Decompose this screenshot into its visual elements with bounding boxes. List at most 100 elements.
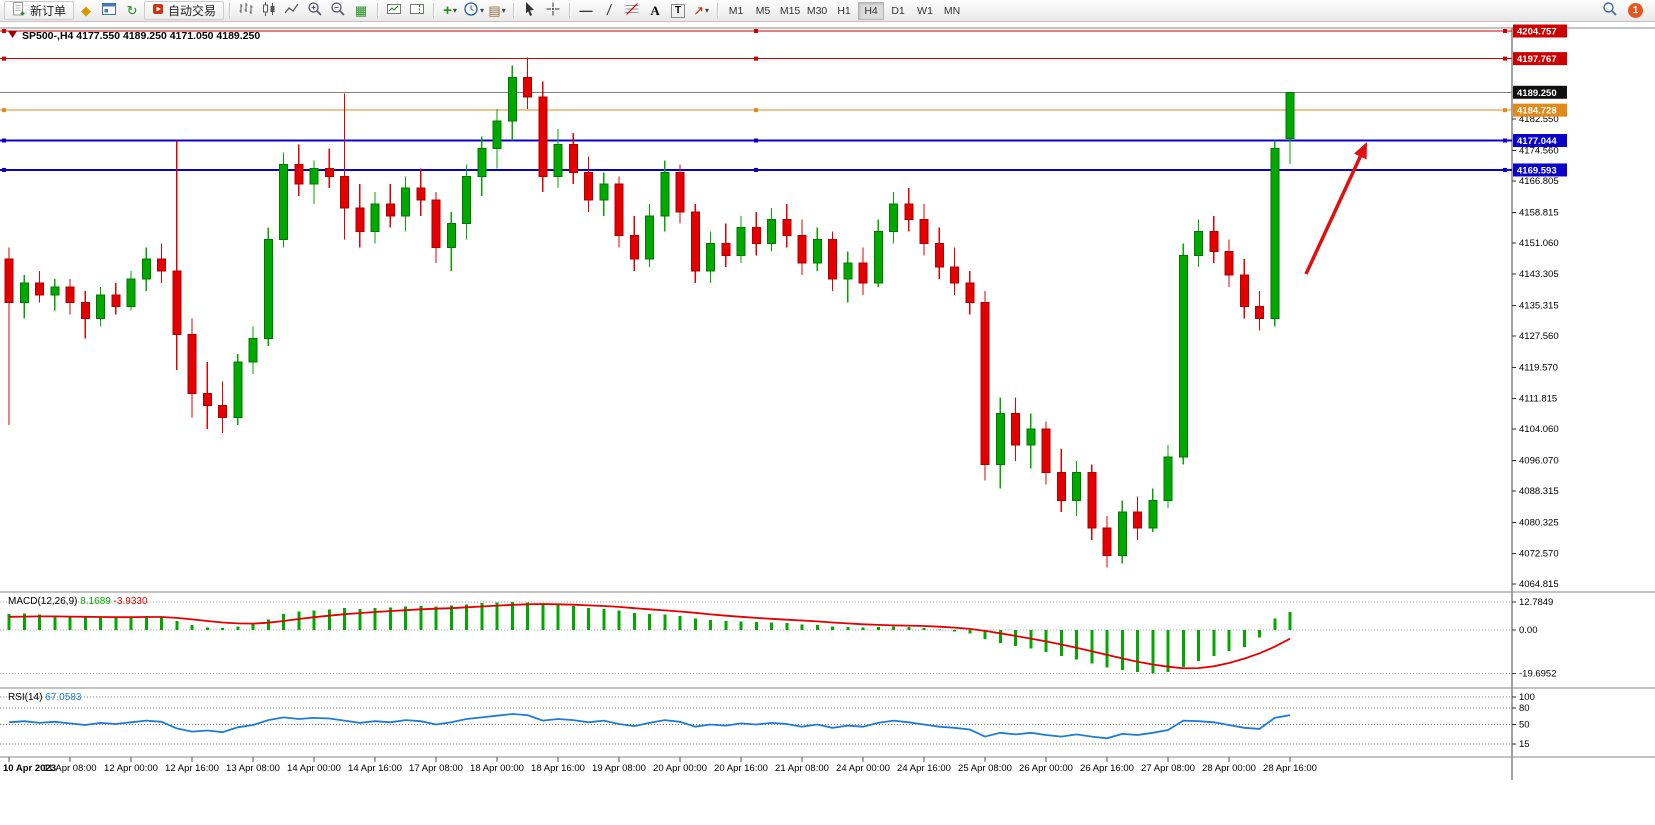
hline-handle[interactable] (2, 138, 6, 143)
hline-handle[interactable] (1503, 29, 1507, 33)
candles-chart-button[interactable] (258, 1, 280, 21)
line-chart-button[interactable] (281, 1, 303, 21)
timeframe-d1-button[interactable]: D1 (885, 2, 911, 20)
timeframe-h4-button[interactable]: H4 (858, 1, 885, 20)
candle-body-up (1285, 91, 1295, 140)
candle-body-down (1133, 511, 1142, 529)
text-tool-icon: A (650, 2, 660, 18)
hline-handle[interactable] (754, 56, 758, 61)
timeframe-m15-button[interactable]: M15 (777, 2, 803, 20)
candle-body-up (812, 238, 822, 264)
bars-chart-button[interactable] (235, 1, 257, 21)
timeframe-mn-button[interactable]: MN (939, 2, 965, 20)
templates-button[interactable]: ▤ ▾ (486, 1, 508, 21)
zoom-out-icon (330, 1, 346, 20)
zoom-out-button[interactable] (327, 1, 349, 21)
chart-shift-button[interactable] (406, 1, 428, 21)
candle-body-down (721, 242, 731, 256)
trendline-icon: / (605, 2, 613, 19)
market-watch-button[interactable] (98, 1, 120, 21)
shapes-button[interactable]: ↗ ▾ (690, 1, 712, 21)
hline-handle[interactable] (2, 56, 6, 61)
time-axis-label: 12 Apr 16:00 (165, 763, 219, 774)
add-indicator-button[interactable]: + ▾ (439, 1, 461, 21)
candle-body-up (507, 76, 517, 122)
separator (513, 2, 515, 19)
text-tool-button[interactable]: A (644, 1, 666, 21)
autotrading-button[interactable]: 自动交易 (144, 1, 225, 20)
hline-handle[interactable] (754, 108, 758, 113)
candle-body-down (538, 96, 548, 177)
zoom-in-icon (307, 1, 323, 20)
price-badge-label: 4197.767 (1517, 54, 1557, 65)
autotrading-icon (152, 3, 164, 18)
notifications-badge[interactable]: 1 (1628, 3, 1643, 18)
candle-body-up (1026, 428, 1036, 446)
timeframe-m30-button[interactable]: M30 (804, 2, 830, 20)
candle-body-down (934, 242, 944, 268)
arrow-shape-icon: ↗ (693, 3, 704, 18)
quick-trade-icon[interactable] (8, 31, 17, 38)
auto-scroll-button[interactable] (383, 1, 405, 21)
hline-handle[interactable] (2, 108, 6, 113)
zoom-in-button[interactable] (304, 1, 326, 21)
tile-windows-button[interactable]: ▦ (350, 1, 372, 21)
refresh-button[interactable]: ↻ (121, 1, 143, 21)
rsi-axis-label: 100 (1519, 692, 1535, 703)
search-button[interactable] (1599, 1, 1621, 21)
time-axis-label: 26 Apr 00:00 (1019, 763, 1073, 774)
periods-button[interactable]: ▾ (462, 1, 485, 21)
candle-body-down (1102, 527, 1112, 557)
chevron-down-icon: ▾ (480, 5, 485, 15)
hline-handle[interactable] (2, 167, 6, 172)
candle-body-down (294, 163, 304, 185)
hline-handle[interactable] (754, 167, 758, 172)
candle-body-down (218, 404, 227, 418)
new-order-button[interactable]: 新订单 (4, 1, 75, 20)
candle-body-up (19, 282, 29, 304)
time-axis-label: 25 Apr 08:00 (958, 763, 1012, 774)
hline-handle[interactable] (1503, 167, 1507, 172)
hline-handle[interactable] (754, 29, 758, 33)
hline-handle[interactable] (754, 138, 758, 143)
price-badge-label: 4184.728 (1517, 106, 1557, 117)
price-line-badge (1513, 134, 1567, 148)
timeframe-w1-button[interactable]: W1 (912, 2, 938, 20)
crosshair-button[interactable] (542, 1, 564, 21)
candle-body-up (1270, 148, 1280, 320)
symbols-button[interactable]: ◆ (75, 1, 97, 21)
timeframe-h1-button[interactable]: H1 (831, 2, 857, 20)
trend-arrow-head[interactable] (1353, 142, 1367, 160)
price-badge-label: 4177.044 (1517, 136, 1557, 147)
auto-scroll-icon (386, 1, 402, 20)
price-axis-label: 4064.815 (1519, 579, 1559, 590)
price-axis-label: 4127.560 (1519, 331, 1559, 342)
hline-handle[interactable] (1503, 138, 1507, 143)
chevron-down-icon: ▾ (501, 5, 506, 15)
horizontal-line-button[interactable]: — (575, 1, 597, 21)
candle-body-down (35, 282, 44, 296)
hline-handle[interactable] (2, 29, 6, 33)
time-axis-label: 11 Apr 08:00 (43, 763, 96, 774)
time-axis-label: 24 Apr 00:00 (836, 763, 890, 774)
hline-handle[interactable] (1503, 108, 1507, 113)
candle-body-up (645, 215, 654, 260)
time-axis-label: 13 Apr 08:00 (226, 763, 280, 774)
text-label-button[interactable]: T (667, 1, 689, 21)
timeframe-m5-button[interactable]: M5 (750, 2, 776, 20)
time-axis-label: 28 Apr 16:00 (1263, 763, 1317, 774)
fibonacci-button[interactable] (621, 1, 643, 21)
candle-body-down (157, 258, 166, 272)
price-line-badge (1513, 103, 1567, 117)
timeframe-m1-button[interactable]: M1 (723, 2, 749, 20)
trendline-button[interactable]: / (598, 1, 620, 21)
hline-handle[interactable] (1503, 56, 1507, 61)
trend-arrow-line[interactable] (1304, 152, 1364, 275)
candle-body-up (889, 203, 898, 233)
price-axis-label: 4135.315 (1519, 300, 1559, 311)
cursor-button[interactable] (519, 1, 541, 21)
candle-body-down (385, 203, 395, 217)
symbols-icon: ◆ (81, 3, 92, 18)
